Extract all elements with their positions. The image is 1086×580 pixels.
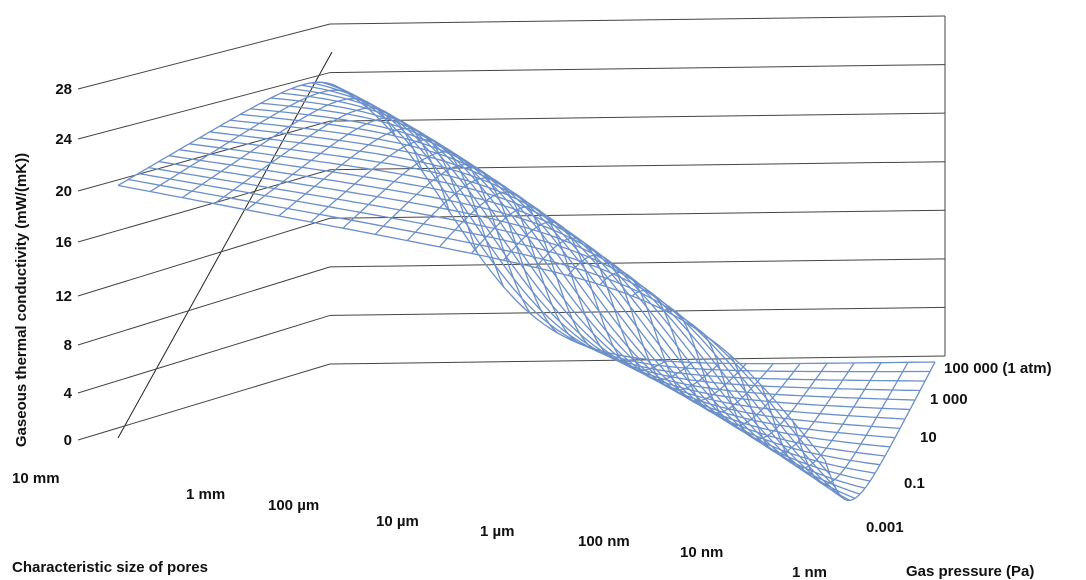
mesh-line-pore-size [824,361,936,502]
mesh-line-pore-size [117,81,343,186]
gridline-back [329,15,946,25]
x-tick-10nm: 10 nm [680,544,723,561]
mesh-line-pore-size [374,163,559,334]
mesh-line-pore-size [149,89,370,193]
z-tick-28: 28 [55,81,72,98]
gridline-back [329,64,946,74]
gridline-back [329,355,946,365]
mesh-line-pressure [148,166,841,496]
z-tick-0: 0 [64,432,72,449]
mesh-line-pore-size [664,308,801,427]
y-axis-title: Gas pressure (Pa) [906,563,1034,580]
mesh-line-pore-size [503,221,666,371]
x-tick-1mm: 1 mm [186,486,225,503]
mesh-line-pore-size [471,206,639,363]
mesh-line-pressure [250,108,891,448]
mesh-line-pore-size [599,271,747,402]
mesh-line-pore-size [792,361,909,485]
mesh-line-pore-size [728,353,855,454]
mesh-line-pore-size [567,254,720,391]
z-axis-line [117,51,333,439]
gridline-left [77,217,331,297]
gridline-left [77,23,331,90]
z-tick-8: 8 [64,337,72,354]
mesh-line-pore-size [342,151,532,315]
mesh-line-pressure [128,178,831,476]
y-tick-0.001: 0.001 [866,519,904,536]
mesh-line-pore-size [535,237,693,381]
mesh-line-pressure [138,172,836,488]
mesh-line-pore-size [214,107,424,205]
y-tick-10: 10 [920,429,937,446]
z-axis-ticks: 0 4 8 12 16 20 24 28 [55,81,72,449]
mesh-line-pore-size [696,328,828,440]
x-axis-title: Characteristic size of pores [12,559,208,576]
mesh-line-pore-size [246,117,451,213]
z-tick-12: 12 [55,288,72,305]
z-tick-16: 16 [55,234,72,251]
mesh-line-pressure [179,149,856,499]
x-tick-1um: 1 µm [480,523,515,540]
y-tick-0.1: 0.1 [904,475,925,492]
x-tick-10um: 10 µm [376,513,419,530]
x-tick-1nm: 1 nm [792,564,827,580]
mesh-line-pore-size [406,177,585,347]
mesh-line-pore-size [278,127,478,253]
z-tick-20: 20 [55,183,72,200]
gridline-back [329,209,946,219]
gridline-left [77,266,331,346]
mesh-line-pressure [117,184,826,461]
mesh-line-pressure [229,119,881,466]
gridline-back [329,258,946,268]
x-axis-ticks: 10 mm 1 mm 100 µm 10 µm 1 µm 100 nm 10 n… [12,470,827,580]
gridline-back [329,306,946,316]
mesh-line-pressure [341,89,936,365]
x-tick-100nm: 100 nm [578,533,630,550]
surface-mesh [117,81,936,502]
gridline-back [329,161,946,171]
y-tick-100000: 100 000 (1 atm) [944,360,1052,377]
z-axis-title: Gaseous thermal conductivity (mW/(mK)) [13,153,30,447]
chart-walls [77,15,946,441]
y-tick-1000: 1 000 [930,391,968,408]
x-tick-100um: 100 µm [268,497,319,514]
mesh-line-pore-size [310,139,505,288]
mesh-line-pore-size [438,191,612,355]
gridline-left [77,72,331,140]
gridline-back [329,112,946,122]
z-tick-24: 24 [55,131,72,148]
mesh-line-pore-size [181,98,397,199]
gridline-left [77,120,331,192]
gridline-left [77,314,331,394]
z-tick-4: 4 [64,385,73,402]
mesh-line-pore-size [760,362,882,469]
gridline-left [77,363,331,441]
x-tick-10mm: 10 mm [12,470,60,487]
mesh-line-pore-size [631,289,774,414]
mesh-line-pressure [280,92,906,420]
y-axis-ticks: 0.001 0.1 10 1 000 100 000 (1 atm) [866,360,1052,536]
mesh-line-pressure [331,83,930,373]
mesh-line-pressure [291,88,911,411]
